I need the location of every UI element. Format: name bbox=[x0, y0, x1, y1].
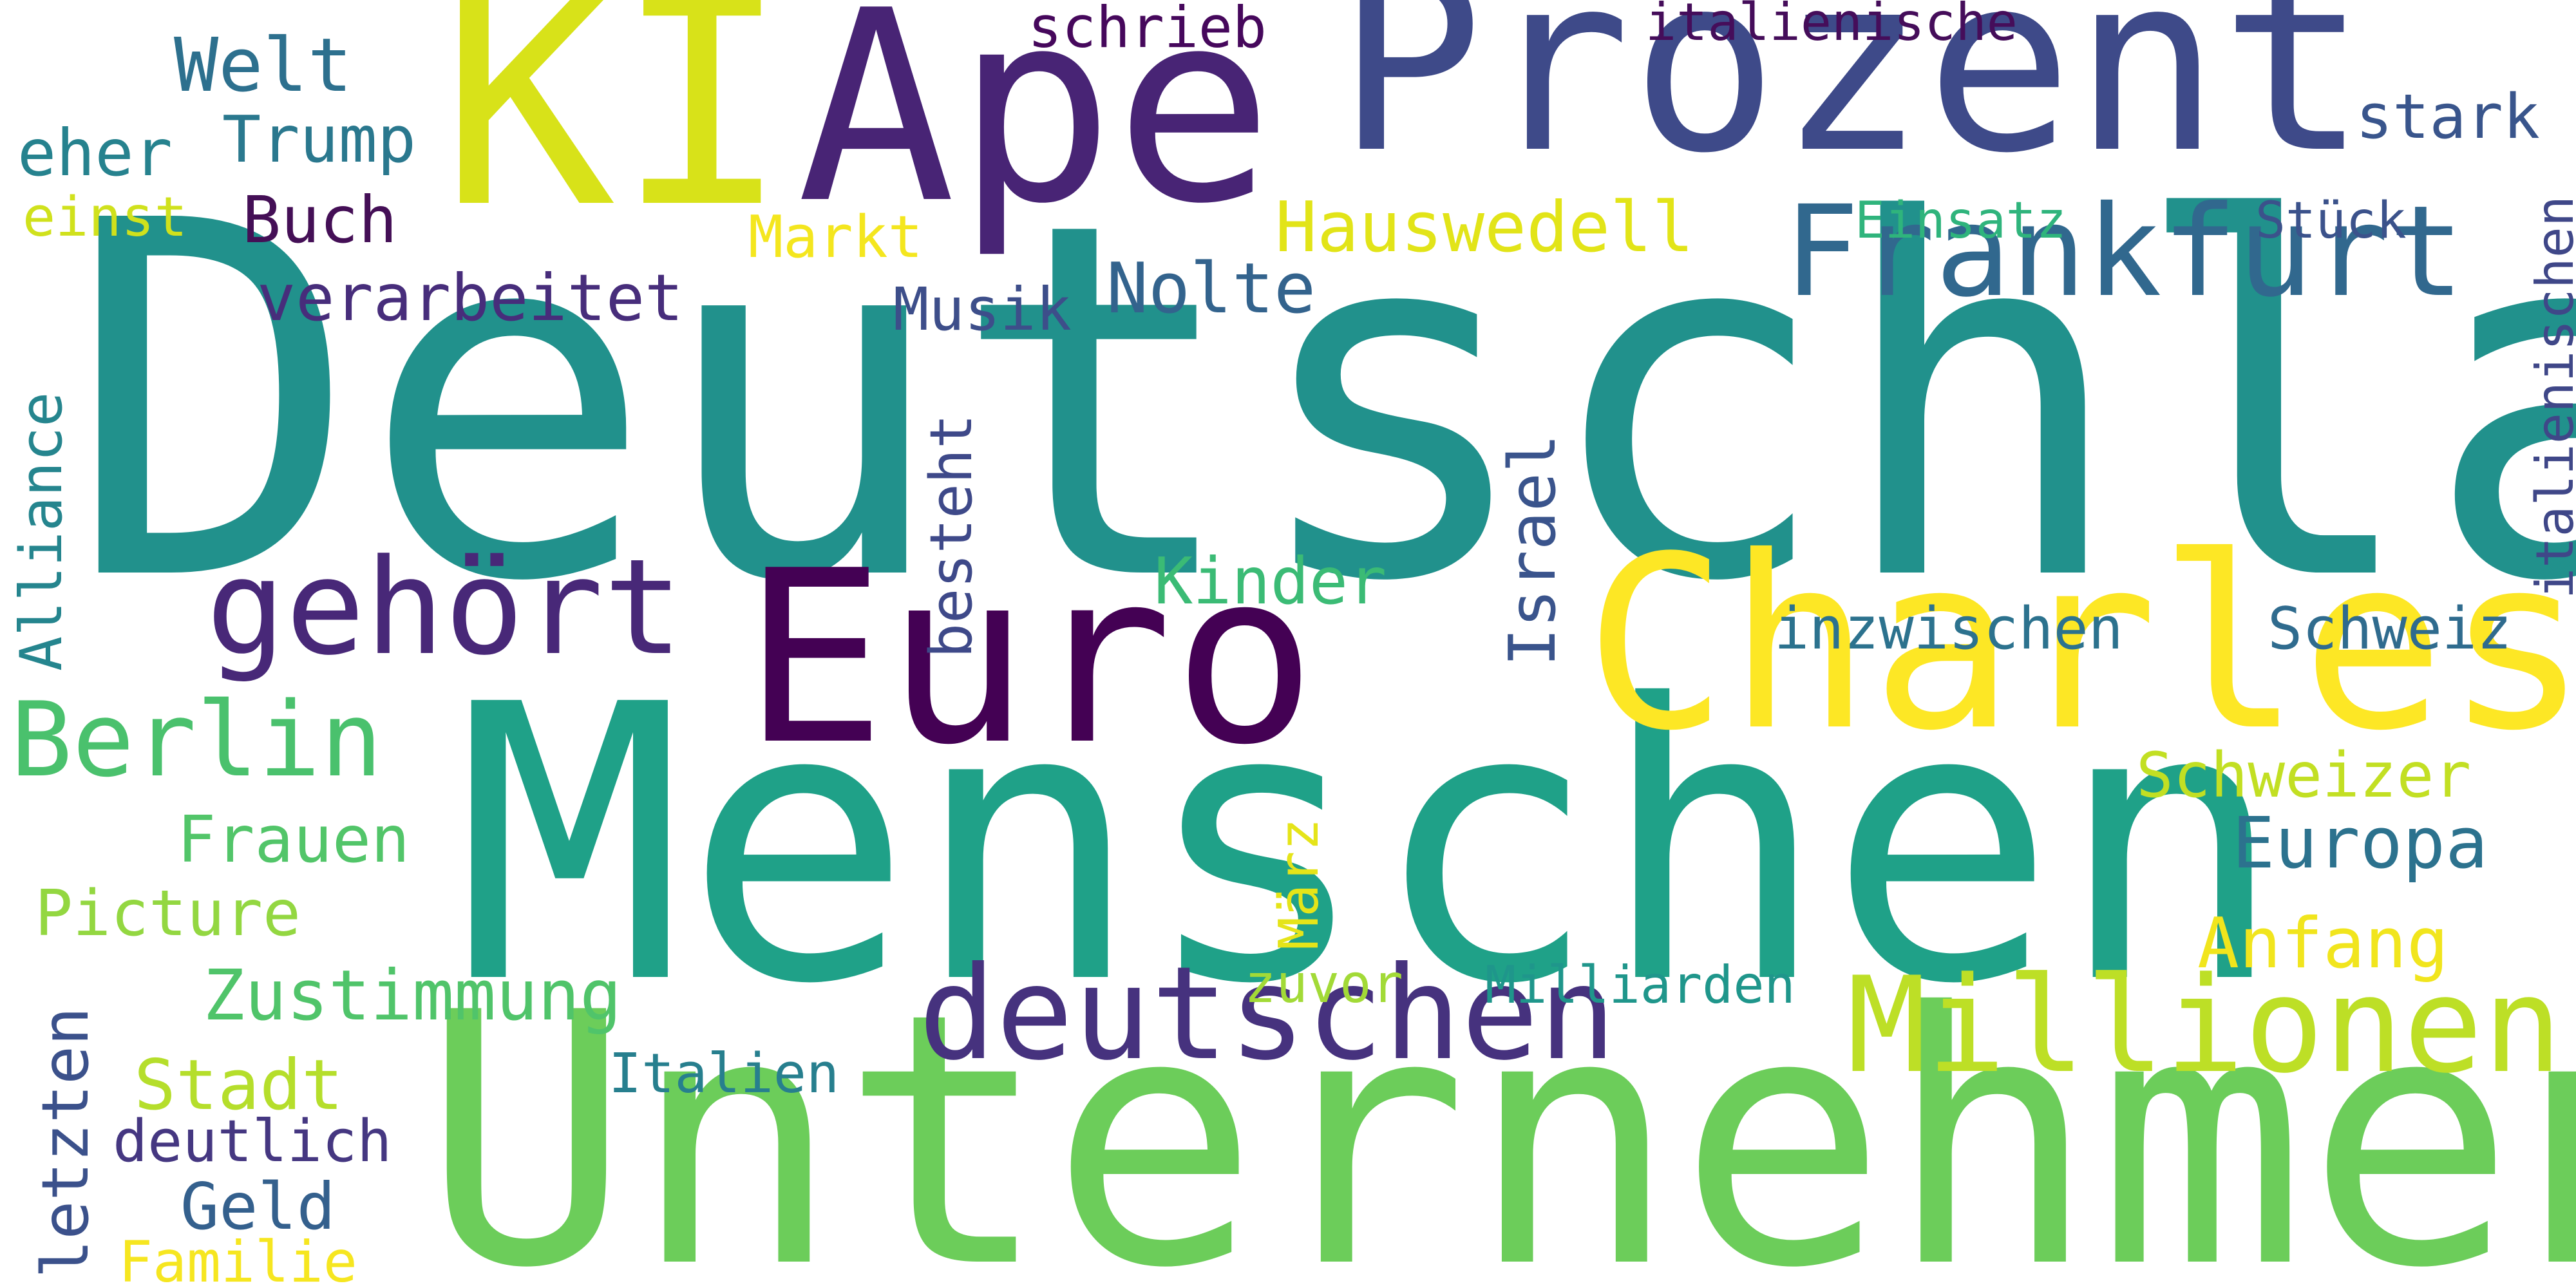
word-alliance: Alliance bbox=[8, 392, 75, 671]
word-zuvor: zuvor bbox=[1244, 954, 1403, 1015]
word-deutlich: deutlich bbox=[113, 1108, 392, 1175]
word-israel: Israel bbox=[1495, 433, 1570, 667]
word-italien: Italien bbox=[609, 1042, 840, 1106]
word-buch: Buch bbox=[242, 182, 397, 258]
word-milliarden: Milliarden bbox=[1485, 955, 1795, 1015]
word-italienische: italienische bbox=[1645, 0, 2018, 52]
word-ki: KI bbox=[440, 0, 790, 272]
word-maerz: März bbox=[1267, 818, 1331, 950]
word-hauswedell: Hauswedell bbox=[1275, 187, 1694, 268]
word-italienischen: italienischen bbox=[2525, 195, 2576, 599]
word-kinder: Kinder bbox=[1154, 544, 1387, 619]
word-deutschen: deutschen bbox=[918, 939, 1616, 1089]
word-picture: Picture bbox=[35, 877, 301, 951]
word-trump: Trump bbox=[222, 102, 417, 177]
word-familie: Familie bbox=[118, 1229, 357, 1288]
word-musik: Musik bbox=[893, 275, 1072, 344]
word-stadt: Stadt bbox=[134, 1045, 344, 1126]
word-stark: stark bbox=[2356, 82, 2540, 153]
word-deutschland: Deutschland bbox=[66, 119, 2576, 688]
word-besteht: besteht bbox=[918, 413, 985, 658]
word-inzwischen: inzwischen bbox=[1774, 595, 2123, 663]
word-europa: Europa bbox=[2232, 802, 2488, 884]
word-gehoert: gehört bbox=[206, 531, 683, 685]
word-zustimmung: Zustimmung bbox=[203, 956, 622, 1036]
word-einsatz: Einsatz bbox=[1855, 192, 2067, 250]
word-menschen: Menschen bbox=[455, 625, 2286, 1067]
word-charles: Charles bbox=[1584, 506, 2576, 783]
word-ape: Ape bbox=[797, 0, 1274, 261]
word-frankfurt: Frankfurt bbox=[1784, 178, 2465, 325]
word-verarbeitet: verarbeitet bbox=[257, 260, 684, 336]
word-anfang: Anfang bbox=[2197, 904, 2449, 984]
word-schweizer: Schweizer bbox=[2136, 739, 2472, 811]
word-prozent: Prozent bbox=[1336, 0, 2368, 207]
word-berlin: Berlin bbox=[10, 679, 383, 800]
word-millionen: Millionen bbox=[1847, 949, 2562, 1103]
word-stueck: Stück bbox=[2255, 192, 2407, 250]
word-frauen: Frauen bbox=[177, 802, 410, 877]
word-welt: Welt bbox=[174, 23, 352, 109]
word-eher: eher bbox=[17, 115, 173, 191]
word-schrieb: schrieb bbox=[1028, 0, 1267, 61]
word-einst: einst bbox=[23, 185, 187, 249]
word-letzten: letzten bbox=[28, 1007, 103, 1278]
word-unternehmen: Unternehmen bbox=[422, 940, 2576, 1288]
word-markt: Markt bbox=[748, 204, 923, 271]
word-euro: Euro bbox=[743, 520, 1317, 797]
word-schweiz: Schweiz bbox=[2268, 595, 2512, 663]
word-nolte: Nolte bbox=[1106, 249, 1316, 329]
word-geld: Geld bbox=[180, 1169, 336, 1244]
